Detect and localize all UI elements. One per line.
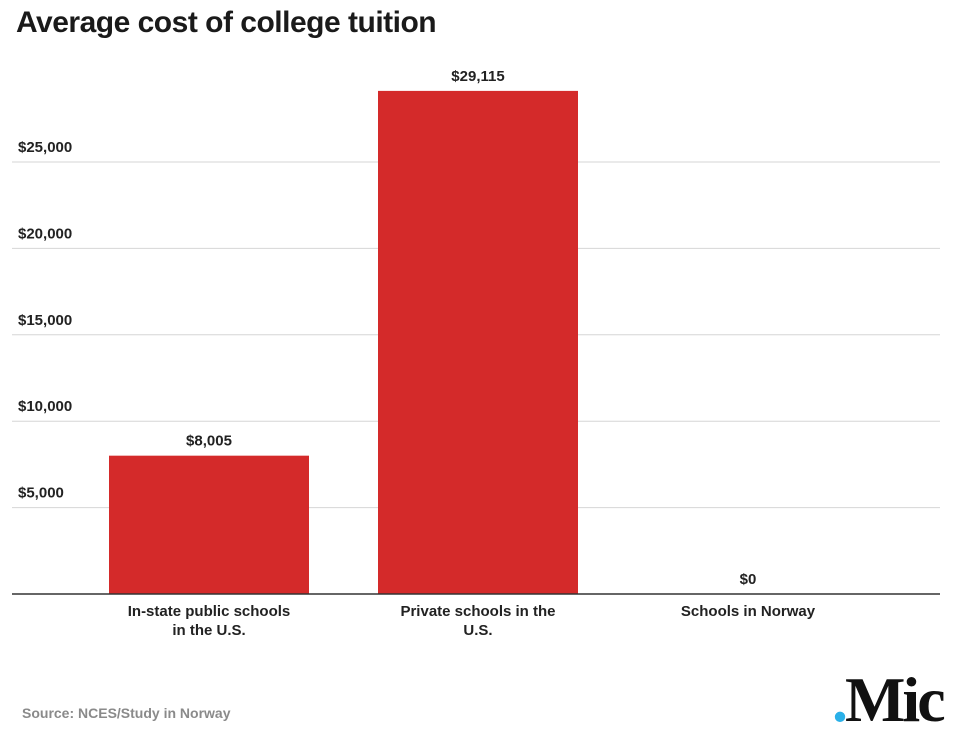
y-tick-label: $20,000 [18,225,72,242]
y-tick-label: $5,000 [18,485,64,502]
data-label: $29,115 [451,68,504,85]
source-note: Source: NCES/Study in Norway [22,705,231,721]
chart-title: Average cost of college tuition [16,6,437,39]
category-label: Private schools in the [400,603,555,620]
data-label: $0 [740,571,757,588]
category-label: U.S. [463,622,492,639]
data-label: $8,005 [186,433,232,450]
y-tick-label: $15,000 [18,312,72,329]
bar [109,455,309,594]
y-tick-label: $25,000 [18,139,72,156]
bar-chart: $5,000 $10,000 $15,000 $20,000 $25,000 $8,005… [12,68,940,639]
y-tick-label: $10,000 [18,398,72,415]
category-label: Schools in Norway [681,603,816,620]
category-label: in the U.S. [172,622,245,639]
mic-logo: .Mic [832,668,946,732]
logo-dot: . [832,664,848,735]
logo-text: Mic [845,664,946,735]
category-label: In-state public schools [128,603,291,620]
bar [378,90,578,595]
